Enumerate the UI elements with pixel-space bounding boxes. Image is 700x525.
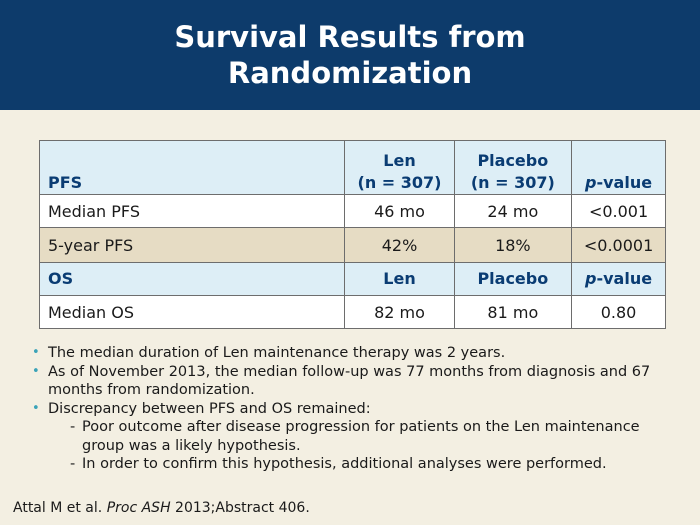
bullet-text: As of November 2013, the median follow-u… bbox=[48, 363, 651, 399]
os-header-pvalue: p-value bbox=[571, 262, 666, 296]
table-row: Median OS 82 mo 81 mo 0.80 bbox=[38, 295, 666, 329]
dash-icon: - bbox=[70, 456, 76, 472]
sub-bullet-item: - In order to confirm this hypothesis, a… bbox=[70, 455, 672, 474]
bullet-item: • Discrepancy between PFS and OS remaine… bbox=[32, 400, 672, 419]
sub-bullet-list: - Poor outcome after disease progression… bbox=[32, 418, 672, 474]
pfs-header-row: PFS Len (n = 307) Placebo (n = 307) p-va… bbox=[38, 140, 666, 195]
row-label: Median PFS bbox=[38, 194, 346, 228]
pfs-header-label: PFS bbox=[38, 140, 346, 195]
bullet-dot-icon: • bbox=[32, 363, 40, 379]
row-len-value: 46 mo bbox=[344, 194, 455, 228]
slide-title: Survival Results from Randomization bbox=[174, 20, 526, 90]
os-header-len: Len bbox=[344, 262, 455, 296]
row-label: 5-year PFS bbox=[38, 227, 346, 263]
row-len-value: 82 mo bbox=[344, 295, 455, 329]
bullet-text: The median duration of Len maintenance t… bbox=[48, 345, 506, 361]
bullet-text: Discrepancy between PFS and OS remained: bbox=[48, 400, 371, 417]
pfs-header-placebo-text: Placebo (n = 307) bbox=[470, 151, 555, 192]
pfs-header-len: Len (n = 307) bbox=[344, 140, 455, 195]
citation-rest: 2013;Abstract 406. bbox=[175, 500, 310, 516]
sub-bullet-text: In order to confirm this hypothesis, add… bbox=[82, 456, 607, 472]
row-pvalue: <0.0001 bbox=[571, 227, 666, 263]
citation: Attal M et al. Proc ASH 2013;Abstract 40… bbox=[13, 500, 310, 516]
survival-table: PFS Len (n = 307) Placebo (n = 307) p-va… bbox=[38, 140, 666, 329]
row-pvalue: <0.001 bbox=[571, 194, 666, 228]
pfs-header-placebo: Placebo (n = 307) bbox=[453, 140, 573, 195]
table-row: 5-year PFS 42% 18% <0.0001 bbox=[38, 227, 666, 263]
sub-bullet-container: - Poor outcome after disease progression… bbox=[32, 418, 672, 474]
table-row: Median PFS 46 mo 24 mo <0.001 bbox=[38, 194, 666, 228]
row-label: Median OS bbox=[38, 295, 346, 329]
bullet-item: • As of November 2013, the median follow… bbox=[32, 363, 672, 400]
os-header-label: OS bbox=[38, 262, 346, 296]
citation-authors: Attal M et al. bbox=[13, 500, 103, 516]
bullet-list: • The median duration of Len maintenance… bbox=[32, 344, 672, 474]
dash-icon: - bbox=[70, 419, 76, 435]
title-bar: Survival Results from Randomization bbox=[0, 0, 700, 110]
pfs-pvalue-rest: -value bbox=[596, 173, 653, 192]
pfs-header-pvalue: p-value bbox=[571, 140, 666, 195]
row-pvalue: 0.80 bbox=[571, 295, 666, 329]
row-placebo-value: 81 mo bbox=[453, 295, 573, 329]
os-header-placebo: Placebo bbox=[453, 262, 573, 296]
citation-journal: Proc ASH bbox=[106, 500, 171, 516]
os-header-row: OS Len Placebo p-value bbox=[38, 262, 666, 296]
pfs-pvalue-letter: p bbox=[585, 173, 597, 192]
row-placebo-value: 18% bbox=[453, 227, 573, 263]
pfs-header-len-text: Len (n = 307) bbox=[357, 151, 442, 192]
bullet-dot-icon: • bbox=[32, 400, 40, 416]
sub-bullet-item: - Poor outcome after disease progression… bbox=[70, 418, 672, 455]
os-pvalue-letter: p bbox=[585, 269, 597, 288]
bullet-dot-icon: • bbox=[32, 345, 40, 360]
row-len-value: 42% bbox=[344, 227, 455, 263]
os-pvalue-rest: -value bbox=[596, 269, 653, 288]
row-placebo-value: 24 mo bbox=[453, 194, 573, 228]
bullet-item: • The median duration of Len maintenance… bbox=[32, 344, 672, 363]
sub-bullet-text: Poor outcome after disease progression f… bbox=[82, 419, 640, 454]
